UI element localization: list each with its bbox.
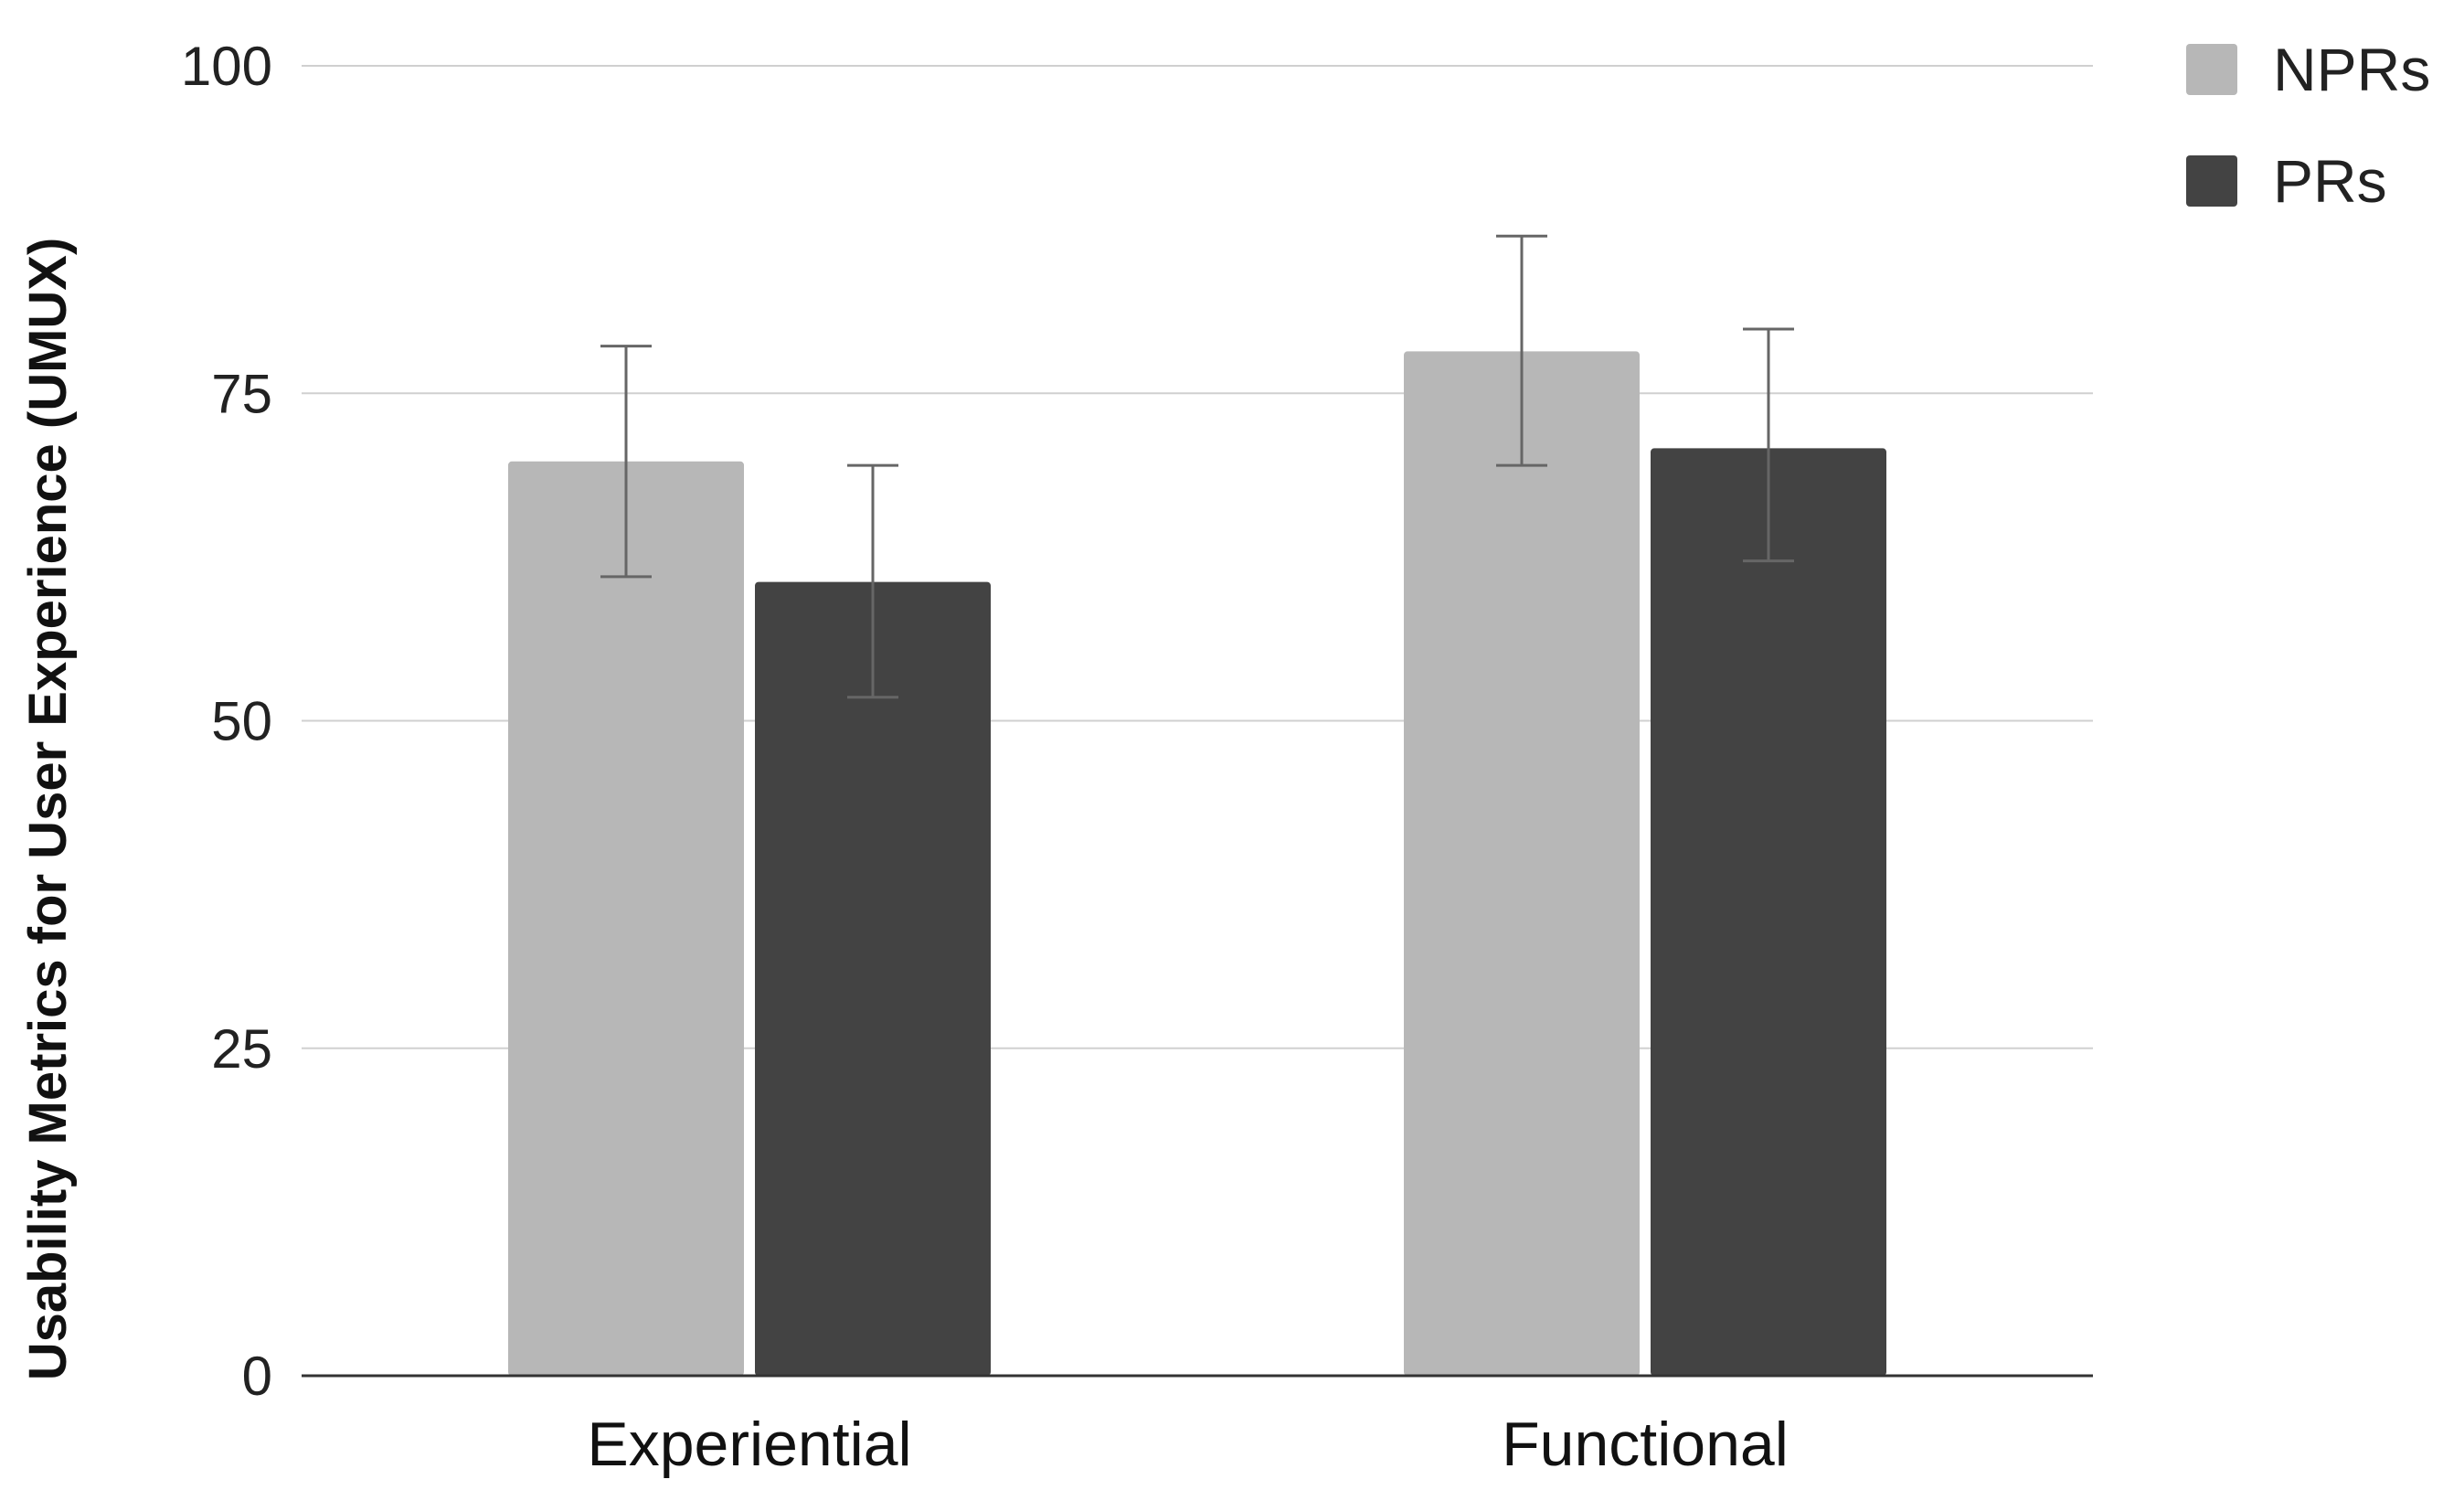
- y-tick-label: 50: [211, 691, 272, 752]
- legend: NPRs PRs: [2186, 36, 2430, 215]
- bars: [508, 351, 1886, 1376]
- legend-swatch-prs: [2186, 155, 2237, 207]
- legend-label-prs: PRs: [2273, 147, 2387, 215]
- error-bars: [600, 234, 1794, 699]
- x-tick-label: Functional: [1502, 1410, 1789, 1479]
- legend-label-nprs: NPRs: [2273, 36, 2430, 103]
- y-tick-label: 25: [211, 1018, 272, 1080]
- x-tick-label: Experiential: [587, 1410, 911, 1479]
- legend-swatch-nprs: [2186, 44, 2237, 95]
- y-axis-title: Usability Metrics for User Experience (U…: [18, 238, 78, 1381]
- y-tick-label: 100: [181, 36, 272, 97]
- axis-labels: Usability Metrics for User Experience (U…: [18, 36, 1789, 1479]
- y-tick-label: 0: [242, 1346, 272, 1407]
- bar-prs-functional: [1651, 448, 1886, 1376]
- bar-nprs-functional: [1404, 351, 1640, 1376]
- bar-prs-experiential: [755, 581, 991, 1376]
- y-tick-label: 75: [211, 363, 272, 424]
- bar-nprs-experiential: [508, 461, 744, 1376]
